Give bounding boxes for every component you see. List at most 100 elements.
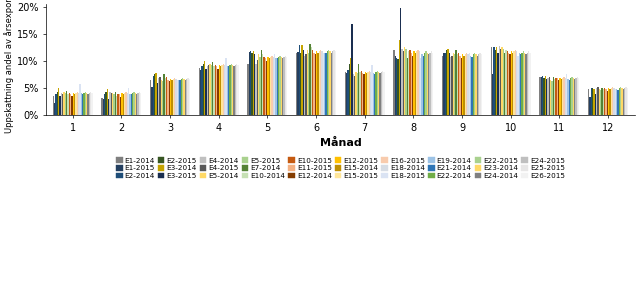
Bar bbox=[366, 73, 367, 115]
Bar bbox=[417, 50, 419, 115]
Bar bbox=[605, 89, 606, 115]
Bar bbox=[251, 53, 253, 115]
Bar bbox=[53, 96, 54, 115]
Bar bbox=[315, 54, 316, 115]
Bar bbox=[550, 80, 551, 115]
Bar bbox=[525, 54, 527, 115]
Bar bbox=[400, 8, 401, 115]
Bar bbox=[492, 74, 493, 115]
Bar bbox=[616, 89, 617, 115]
Bar bbox=[365, 72, 366, 115]
Bar bbox=[496, 47, 497, 115]
Bar bbox=[479, 53, 481, 115]
Bar bbox=[577, 77, 578, 115]
Bar bbox=[399, 40, 400, 115]
Bar bbox=[369, 71, 370, 115]
Bar bbox=[108, 99, 109, 115]
Bar bbox=[229, 65, 231, 115]
Bar bbox=[262, 54, 263, 115]
Bar bbox=[278, 57, 279, 115]
Bar bbox=[74, 95, 75, 115]
Bar bbox=[90, 92, 91, 115]
Bar bbox=[265, 58, 266, 115]
Bar bbox=[516, 51, 518, 115]
Bar bbox=[77, 92, 78, 115]
Bar bbox=[107, 89, 108, 115]
Bar bbox=[85, 92, 86, 115]
Bar bbox=[269, 58, 270, 115]
Bar bbox=[512, 53, 513, 115]
Bar bbox=[174, 78, 175, 115]
Bar bbox=[217, 69, 219, 115]
Bar bbox=[500, 49, 502, 115]
Bar bbox=[518, 55, 519, 115]
Bar bbox=[370, 72, 371, 115]
Bar bbox=[548, 78, 549, 115]
Bar bbox=[539, 77, 541, 115]
Bar bbox=[353, 74, 354, 115]
Bar bbox=[323, 53, 324, 115]
Bar bbox=[170, 79, 171, 115]
Bar bbox=[189, 79, 190, 115]
Bar bbox=[86, 93, 88, 115]
Bar bbox=[304, 55, 305, 115]
Bar bbox=[63, 92, 65, 115]
Bar bbox=[394, 50, 395, 115]
Bar bbox=[473, 54, 474, 115]
Bar bbox=[297, 52, 299, 115]
Bar bbox=[595, 95, 596, 115]
Bar bbox=[626, 87, 627, 115]
Bar bbox=[382, 71, 383, 115]
Bar bbox=[367, 72, 369, 115]
Bar bbox=[309, 44, 311, 115]
Bar bbox=[608, 88, 610, 115]
Bar bbox=[267, 57, 269, 115]
Bar bbox=[236, 64, 237, 115]
Bar bbox=[449, 53, 450, 115]
Bar bbox=[570, 78, 571, 115]
Bar bbox=[543, 78, 545, 115]
Bar bbox=[83, 93, 85, 115]
Bar bbox=[157, 83, 158, 115]
Bar bbox=[502, 48, 503, 115]
Bar bbox=[158, 78, 159, 115]
Bar bbox=[504, 53, 505, 115]
Bar bbox=[305, 54, 307, 115]
Bar bbox=[521, 53, 523, 115]
Bar bbox=[349, 64, 350, 115]
Bar bbox=[355, 72, 357, 115]
Bar bbox=[348, 70, 349, 115]
Bar bbox=[139, 92, 140, 115]
Bar bbox=[82, 95, 83, 115]
Bar bbox=[285, 55, 286, 115]
Bar bbox=[312, 50, 313, 115]
Bar bbox=[549, 77, 550, 115]
X-axis label: Månad: Månad bbox=[320, 138, 361, 148]
Bar bbox=[371, 65, 373, 115]
Bar bbox=[442, 55, 443, 115]
Bar bbox=[173, 79, 174, 115]
Bar bbox=[445, 53, 446, 115]
Bar bbox=[261, 50, 262, 115]
Bar bbox=[527, 53, 528, 115]
Bar bbox=[419, 51, 420, 115]
Y-axis label: Uppskattning andel av årsexponeri: Uppskattning andel av årsexponeri bbox=[4, 0, 14, 134]
Bar bbox=[573, 78, 574, 115]
Bar bbox=[204, 61, 205, 115]
Bar bbox=[515, 50, 516, 115]
Bar bbox=[75, 93, 77, 115]
Bar bbox=[128, 88, 129, 115]
Bar bbox=[416, 51, 417, 115]
Bar bbox=[578, 78, 580, 115]
Bar bbox=[451, 55, 453, 115]
Bar bbox=[610, 89, 611, 115]
Bar bbox=[411, 53, 412, 115]
Bar bbox=[125, 92, 127, 115]
Bar bbox=[454, 54, 456, 115]
Bar bbox=[123, 95, 124, 115]
Bar bbox=[78, 93, 79, 115]
Bar bbox=[249, 52, 250, 115]
Bar bbox=[407, 58, 408, 115]
Bar bbox=[103, 99, 104, 115]
Bar bbox=[569, 80, 570, 115]
